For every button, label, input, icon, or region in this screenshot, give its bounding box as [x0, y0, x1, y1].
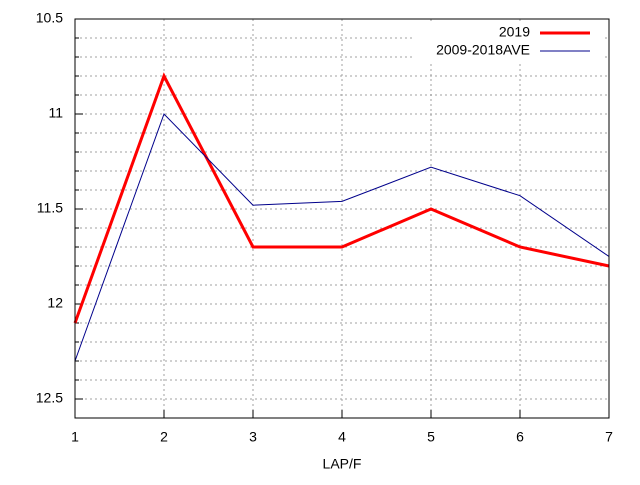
legend-background — [415, 22, 605, 62]
x-tick-label: 5 — [427, 429, 435, 445]
y-tick-label: 11.5 — [37, 200, 63, 216]
y-tick-label: 12 — [47, 295, 63, 311]
plot-border — [74, 18, 610, 419]
x-axis-label: LAP/F — [323, 456, 362, 472]
legend-label: 2019 — [499, 24, 530, 40]
x-tick-label: 2 — [160, 429, 168, 445]
legend-label: 2009-2018AVE — [436, 42, 530, 58]
y-tick-label: 12.5 — [36, 390, 63, 406]
x-tick-label: 7 — [605, 429, 613, 445]
line — [74, 113, 610, 362]
x-tick-label: 6 — [516, 429, 524, 445]
x-tick-label: 3 — [249, 429, 257, 445]
x-tick-label: 1 — [71, 429, 79, 445]
y-tick-label: 11 — [48, 105, 63, 121]
y-tick-label: 10.5 — [36, 10, 63, 26]
line — [73, 72, 610, 324]
x-tick-label: 4 — [338, 429, 346, 445]
